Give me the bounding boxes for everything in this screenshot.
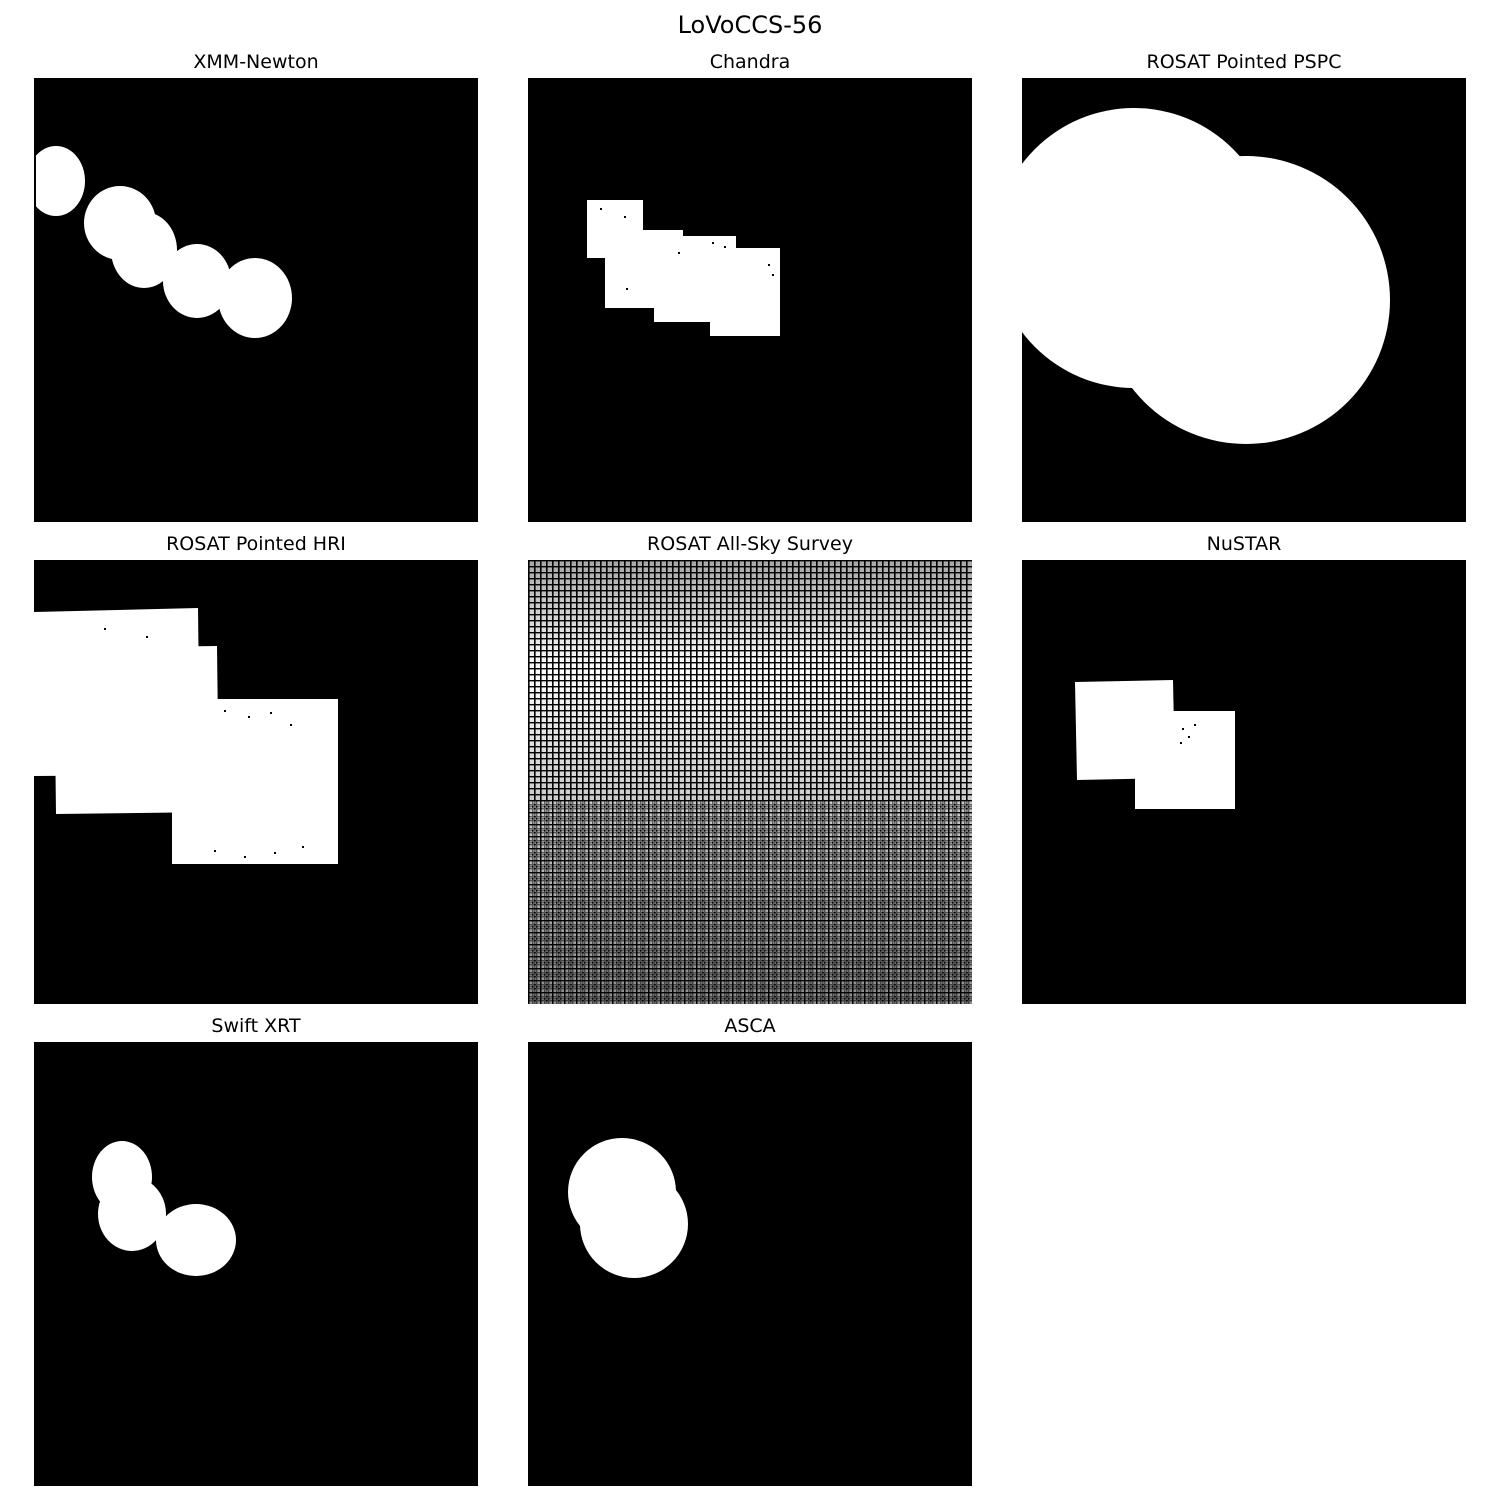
coverage-mask-rosat-pointed-pspc	[1022, 78, 1466, 522]
coverage-panel-chandra	[528, 78, 972, 522]
coverage-panel-rosat-all-sky-survey	[528, 560, 972, 1004]
coverage-panel-asca	[528, 1042, 972, 1486]
coverage-mask-swift-xrt	[34, 1042, 478, 1486]
coverage-panel-swift-xrt	[34, 1042, 478, 1486]
coverage-mask-asca	[528, 1042, 972, 1486]
panel-title-nustar: NuSTAR	[1206, 533, 1282, 555]
coverage-mask-nustar	[1022, 560, 1466, 1004]
coverage-panel-xmm-newton	[34, 78, 478, 522]
coverage-panel-rosat-pointed-hri	[34, 560, 478, 1004]
panel-title-rosat-pointed-pspc: ROSAT Pointed PSPC	[1146, 51, 1342, 73]
panel-title-rosat-pointed-hri: ROSAT Pointed HRI	[166, 533, 346, 555]
coverage-mask-xmm-newton	[34, 78, 478, 522]
coverage-mask-rosat-all-sky-survey	[528, 560, 972, 1004]
figure-title: LoVoCCS-56	[677, 11, 823, 39]
coverage-mask-chandra	[528, 78, 972, 522]
panel-title-chandra: Chandra	[709, 51, 791, 73]
panel-title-swift-xrt: Swift XRT	[211, 1015, 301, 1037]
coverage-panel-rosat-pointed-pspc	[1022, 78, 1466, 522]
panel-title-xmm-newton: XMM-Newton	[193, 51, 319, 73]
panel-title-rosat-all-sky-survey: ROSAT All-Sky Survey	[647, 533, 853, 555]
coverage-mask-rosat-pointed-hri	[34, 560, 478, 1004]
coverage-panel-nustar	[1022, 560, 1466, 1004]
panel-title-asca: ASCA	[724, 1015, 776, 1037]
